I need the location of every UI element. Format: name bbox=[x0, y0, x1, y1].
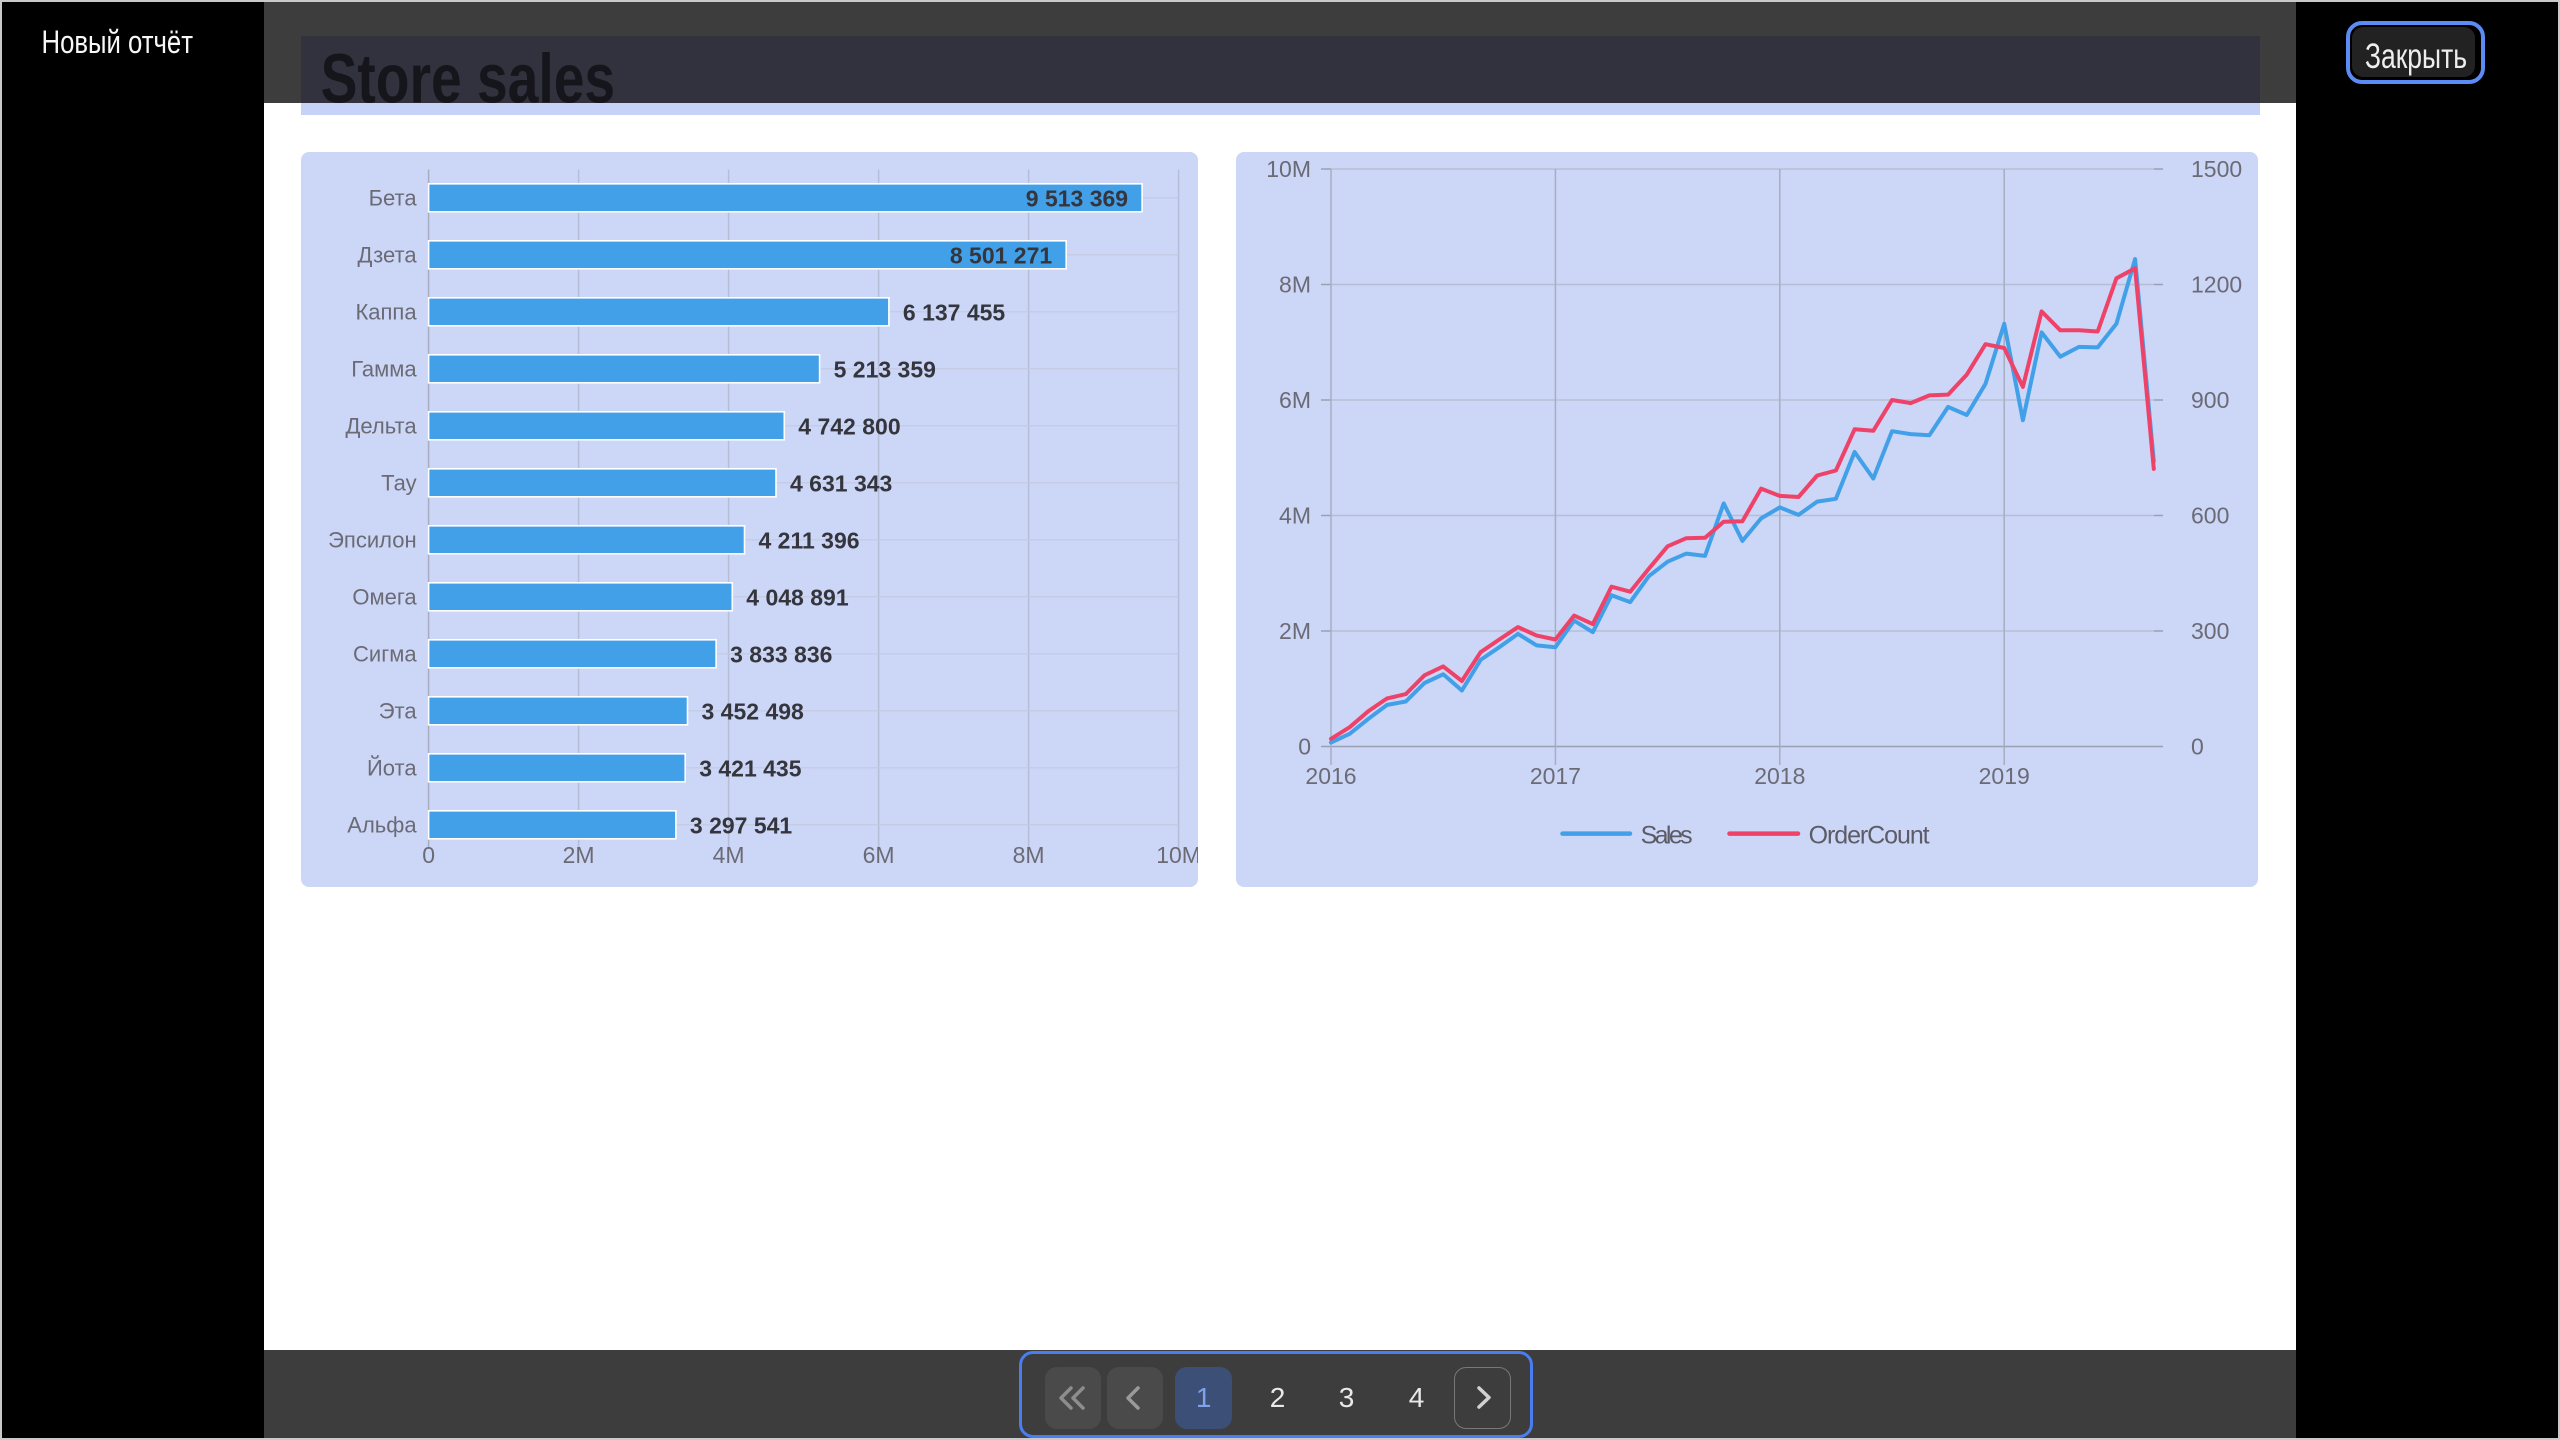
svg-text:6M: 6M bbox=[863, 842, 895, 868]
svg-text:Тау: Тау bbox=[381, 470, 416, 495]
svg-text:0: 0 bbox=[1298, 734, 1311, 760]
svg-text:0: 0 bbox=[422, 842, 435, 868]
svg-text:9 513 369: 9 513 369 bbox=[1026, 185, 1128, 211]
svg-text:Store sales: Store sales bbox=[321, 40, 615, 118]
svg-text:2018: 2018 bbox=[1754, 763, 1805, 789]
svg-text:Сигма: Сигма bbox=[353, 641, 417, 666]
svg-text:8M: 8M bbox=[1279, 272, 1311, 298]
svg-text:4M: 4M bbox=[713, 842, 745, 868]
svg-text:Бета: Бета bbox=[369, 185, 418, 210]
svg-text:Дельта: Дельта bbox=[346, 413, 418, 438]
svg-text:Новый отчёт: Новый отчёт bbox=[42, 24, 194, 60]
svg-text:Sales: Sales bbox=[1641, 822, 1693, 850]
svg-text:3 421 435: 3 421 435 bbox=[699, 755, 802, 781]
svg-text:Омега: Омега bbox=[352, 584, 417, 609]
svg-text:1500: 1500 bbox=[2191, 156, 2242, 182]
svg-text:Гамма: Гамма bbox=[351, 356, 417, 381]
svg-text:4 048 891: 4 048 891 bbox=[746, 584, 849, 610]
svg-text:3 452 498: 3 452 498 bbox=[702, 698, 805, 724]
svg-text:4 211 396: 4 211 396 bbox=[759, 527, 860, 553]
svg-text:8M: 8M bbox=[1013, 842, 1045, 868]
svg-text:6 137 455: 6 137 455 bbox=[903, 299, 1006, 325]
svg-text:600: 600 bbox=[2191, 503, 2229, 529]
svg-text:Каппа: Каппа bbox=[355, 299, 417, 324]
svg-text:3 297 541: 3 297 541 bbox=[690, 812, 793, 838]
svg-text:2M: 2M bbox=[563, 842, 595, 868]
svg-text:OrderCount: OrderCount bbox=[1809, 822, 1930, 850]
svg-text:4 742 800: 4 742 800 bbox=[798, 413, 900, 439]
svg-text:900: 900 bbox=[2191, 387, 2229, 413]
svg-text:10M: 10M bbox=[1156, 842, 1198, 868]
svg-text:4 631 343: 4 631 343 bbox=[790, 470, 892, 496]
svg-text:2017: 2017 bbox=[1530, 763, 1581, 789]
svg-text:1200: 1200 bbox=[2191, 272, 2242, 298]
svg-text:Закрыть: Закрыть bbox=[2365, 37, 2467, 76]
svg-text:2019: 2019 bbox=[1979, 763, 2030, 789]
svg-text:300: 300 bbox=[2191, 618, 2229, 644]
svg-text:2M: 2M bbox=[1279, 618, 1311, 644]
svg-text:Эпсилон: Эпсилон bbox=[328, 527, 416, 552]
svg-text:3 833 836: 3 833 836 bbox=[730, 641, 832, 667]
svg-text:Йота: Йота bbox=[367, 755, 417, 780]
svg-text:10M: 10M bbox=[1266, 156, 1311, 182]
svg-text:Дзета: Дзета bbox=[358, 242, 418, 267]
svg-text:8 501 271: 8 501 271 bbox=[950, 242, 1053, 268]
svg-text:5 213 359: 5 213 359 bbox=[834, 356, 936, 382]
svg-text:Альфа: Альфа bbox=[347, 812, 417, 837]
svg-text:4M: 4M bbox=[1279, 503, 1311, 529]
svg-text:6M: 6M bbox=[1279, 387, 1311, 413]
svg-text:2016: 2016 bbox=[1305, 763, 1356, 789]
svg-text:0: 0 bbox=[2191, 734, 2204, 760]
svg-text:Эта: Эта bbox=[379, 698, 418, 723]
